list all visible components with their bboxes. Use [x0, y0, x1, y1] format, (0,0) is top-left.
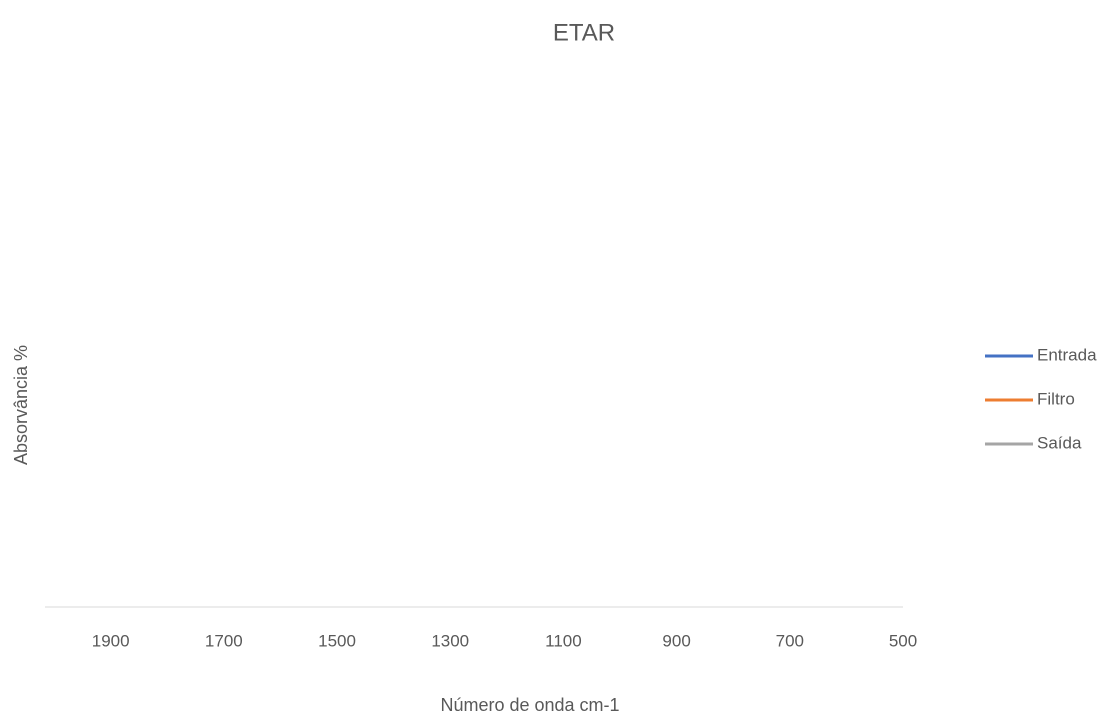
- legend-label: Filtro: [1037, 389, 1075, 408]
- x-tick-label: 1100: [545, 631, 582, 650]
- x-tick-label: 1900: [92, 631, 130, 650]
- x-tick-label: 500: [889, 631, 917, 650]
- y-axis-title: Absorvância %: [11, 345, 31, 465]
- legend-label: Entrada: [1037, 345, 1097, 364]
- x-tick-label: 1500: [318, 631, 356, 650]
- x-axis-title: Número de onda cm-1: [440, 695, 619, 715]
- x-tick-label: 1700: [205, 631, 243, 650]
- legend-label: Saída: [1037, 433, 1082, 452]
- chart-title: ETAR: [553, 19, 615, 46]
- x-tick-label: 1300: [431, 631, 469, 650]
- x-tick-label: 900: [662, 631, 690, 650]
- x-tick-label: 700: [776, 631, 804, 650]
